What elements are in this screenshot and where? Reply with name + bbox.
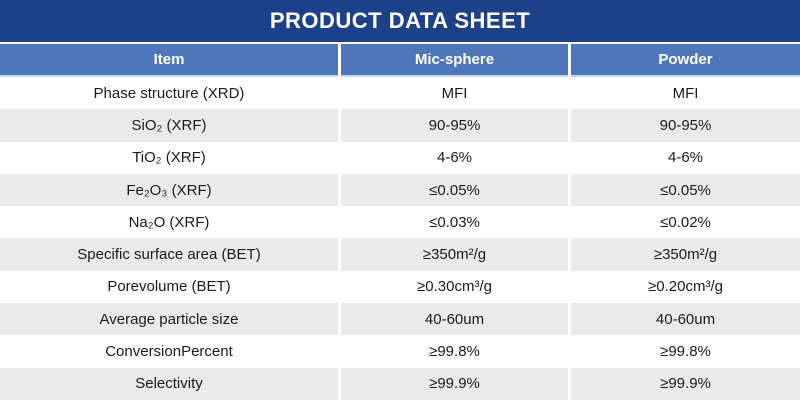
cell-powder: 4-6%	[571, 141, 800, 174]
cell-item: Average particle size	[0, 303, 338, 336]
cell-powder: ≤0.05%	[571, 173, 800, 207]
table-row: Selectivity ≥99.9% ≥99.9%	[0, 367, 800, 400]
table-row: SiO₂ (XRF) 90-95% 90-95%	[0, 109, 800, 142]
cell-mic-sphere: 90-95%	[341, 109, 568, 142]
cell-powder: 40-60um	[571, 303, 800, 336]
cell-powder: ≥99.8%	[571, 335, 800, 368]
cell-mic-sphere: ≥350m²/g	[341, 238, 568, 271]
cell-item: TiO₂ (XRF)	[0, 141, 338, 174]
cell-item: Fe₂O₃ (XRF)	[0, 173, 338, 207]
table-row: Phase structure (XRD) MFI MFI	[0, 77, 800, 110]
cell-mic-sphere: 40-60um	[341, 303, 568, 336]
column-header-mic-sphere: Mic-sphere	[341, 44, 568, 77]
table-row: Na₂O (XRF) ≤0.03% ≤0.02%	[0, 206, 800, 239]
cell-mic-sphere: ≤0.03%	[341, 206, 568, 239]
cell-item: SiO₂ (XRF)	[0, 109, 338, 142]
table-row: Average particle size 40-60um 40-60um	[0, 303, 800, 336]
cell-item: Na₂O (XRF)	[0, 206, 338, 239]
table-row: TiO₂ (XRF) 4-6% 4-6%	[0, 141, 800, 174]
cell-mic-sphere: MFI	[341, 77, 568, 110]
cell-mic-sphere: ≥99.9%	[341, 367, 568, 400]
cell-item: Specific surface area (BET)	[0, 238, 338, 271]
cell-powder: 90-95%	[571, 109, 800, 142]
cell-item: ConversionPercent	[0, 335, 338, 368]
table-row: ConversionPercent ≥99.8% ≥99.8%	[0, 335, 800, 368]
cell-powder: ≤0.02%	[571, 206, 800, 239]
data-table: Item Mic-sphere Powder Phase structure (…	[0, 44, 800, 400]
cell-mic-sphere: ≤0.05%	[341, 173, 568, 207]
banner: PRODUCT DATA SHEET	[0, 0, 800, 42]
cell-powder: ≥0.20cm³/g	[571, 270, 800, 304]
cell-mic-sphere: 4-6%	[341, 141, 568, 174]
cell-item: Phase structure (XRD)	[0, 77, 338, 110]
table-row: Fe₂O₃ (XRF) ≤0.05% ≤0.05%	[0, 173, 800, 207]
table-row: Porevolume (BET) ≥0.30cm³/g ≥0.20cm³/g	[0, 270, 800, 304]
cell-mic-sphere: ≥99.8%	[341, 335, 568, 368]
table-row: Specific surface area (BET) ≥350m²/g ≥350m…	[0, 238, 800, 271]
cell-item: Selectivity	[0, 367, 338, 400]
cell-mic-sphere: ≥0.30cm³/g	[341, 270, 568, 304]
column-header-powder: Powder	[571, 44, 800, 77]
cell-powder: MFI	[571, 77, 800, 110]
table-header-row: Item Mic-sphere Powder	[0, 44, 800, 77]
table-body: Phase structure (XRD) MFI MFI SiO₂ (XRF) 90-…	[0, 77, 800, 400]
page-title: PRODUCT DATA SHEET	[269, 8, 531, 33]
cell-item: Porevolume (BET)	[0, 270, 338, 304]
cell-powder: ≥99.9%	[571, 367, 800, 400]
column-header-item: Item	[0, 44, 338, 77]
cell-powder: ≥350m²/g	[571, 238, 800, 271]
